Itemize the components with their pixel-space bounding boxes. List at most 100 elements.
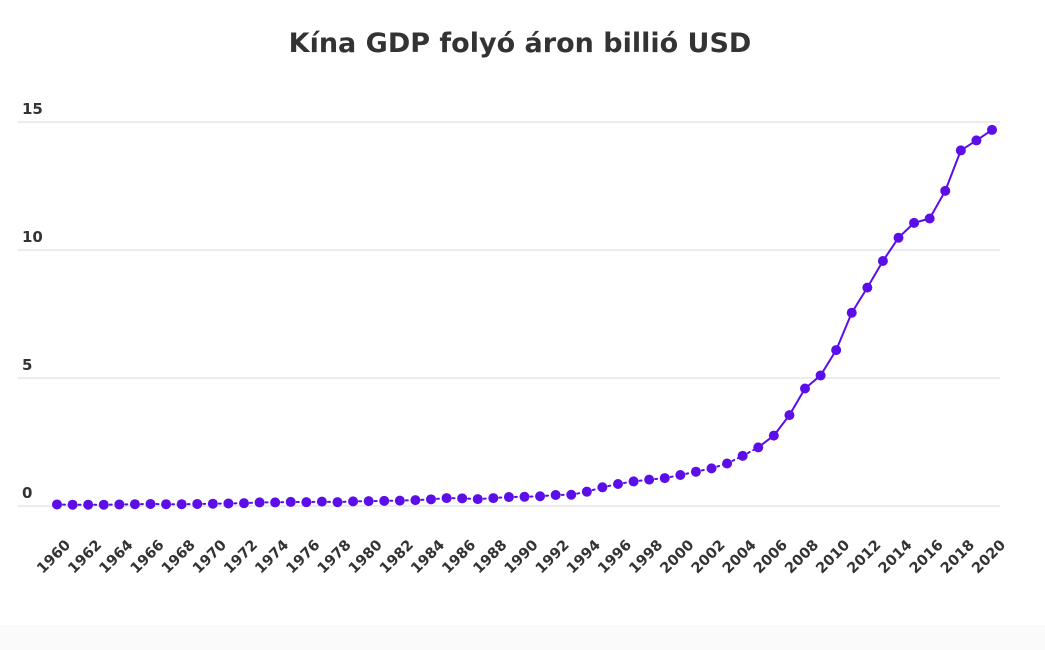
data-point[interactable] [613,478,623,489]
y-tick-label: 10 [22,228,43,246]
data-point[interactable] [987,124,997,135]
data-point[interactable] [971,135,982,146]
data-point[interactable] [161,499,172,510]
data-point[interactable] [285,496,296,507]
data-point[interactable] [394,495,405,506]
data-point[interactable] [893,232,904,243]
data-point[interactable] [940,185,951,196]
data-point[interactable] [207,498,218,509]
x-tick-label: 1962 [65,537,105,577]
data-point[interactable] [784,410,795,421]
y-tick-label: 15 [22,100,43,118]
data-point[interactable] [753,442,764,453]
x-axis-ticks: 1960196219641966196819701972197419761978… [34,537,1009,577]
data-point[interactable] [270,497,281,508]
x-tick-label: 2012 [845,537,885,577]
x-tick-label: 2010 [813,537,853,577]
x-tick-label: 2018 [938,537,978,577]
data-point[interactable] [301,497,312,508]
series-segment [928,189,947,220]
y-tick-label: 5 [22,356,32,374]
x-tick-label: 1968 [159,537,199,577]
data-point[interactable] [145,498,156,509]
series-segment [835,311,853,352]
data-point[interactable] [472,494,483,505]
data-point[interactable] [519,491,530,502]
data-point[interactable] [488,493,499,504]
series-segment [944,149,962,192]
data-point[interactable] [52,499,62,510]
data-point[interactable] [98,499,109,510]
data-point[interactable] [176,499,187,510]
x-tick-label: 2008 [782,537,822,577]
data-point[interactable] [846,307,857,318]
data-point[interactable] [332,497,343,508]
y-axis-ticks: 0 5 10 15 [22,100,43,502]
data-point[interactable] [457,493,468,504]
x-tick-label: 1964 [97,537,137,577]
data-point[interactable] [909,217,920,228]
series-segment [788,387,806,417]
data-point[interactable] [426,494,436,505]
data-point[interactable] [924,213,935,224]
x-tick-label: 2006 [751,537,791,577]
data-point[interactable] [239,498,249,509]
data-point[interactable] [535,491,546,502]
chart-title: Kína GDP folyó áron billió USD [288,28,752,59]
data-point[interactable] [675,470,686,481]
data-point[interactable] [659,473,670,484]
x-tick-label: 2004 [720,537,760,577]
data-point[interactable] [566,489,577,500]
data-point[interactable] [581,486,592,497]
data-point[interactable] [862,282,873,293]
data-point[interactable] [379,495,390,506]
x-tick-label: 1960 [34,537,74,577]
data-point[interactable] [706,463,717,474]
x-tick-label: 1976 [284,537,324,577]
x-tick-label: 1984 [408,537,448,577]
x-tick-label: 1982 [377,537,417,577]
series-segment [866,260,884,289]
data-point[interactable] [67,499,78,510]
x-tick-label: 1966 [128,537,168,577]
x-tick-label: 1970 [190,537,230,577]
data-point[interactable] [722,458,733,469]
data-point[interactable] [815,370,826,381]
data-point[interactable] [316,496,327,507]
x-tick-label: 2014 [876,537,916,577]
data-point[interactable] [223,498,234,509]
x-tick-label: 1980 [346,537,386,577]
data-point[interactable] [597,482,608,493]
data-point[interactable] [363,496,374,507]
x-tick-label: 1994 [564,537,604,577]
data-point[interactable] [254,497,265,508]
x-tick-label: 2020 [969,537,1009,577]
data-point[interactable] [114,499,125,510]
data-point[interactable] [550,489,561,500]
data-point[interactable] [737,450,748,461]
data-point[interactable] [441,493,452,504]
x-tick-label: 1988 [471,537,511,577]
data-point[interactable] [348,496,359,507]
data-point[interactable] [628,476,639,487]
data-point[interactable] [83,499,94,510]
data-point[interactable] [192,498,203,509]
x-tick-label: 1986 [439,537,479,577]
x-tick-label: 1992 [533,537,573,577]
data-point[interactable] [129,499,140,510]
data-point[interactable] [768,430,779,441]
data-point[interactable] [800,383,810,394]
x-tick-label: 1998 [626,537,666,577]
x-tick-label: 1972 [221,537,261,577]
data-point[interactable] [831,345,842,356]
data-point[interactable] [877,256,888,267]
data-point[interactable] [644,474,655,485]
x-tick-label: 1978 [315,537,355,577]
chart-card [0,0,1045,625]
data-point[interactable] [410,495,421,506]
data-point[interactable] [955,145,966,156]
x-tick-label: 1974 [252,537,292,577]
data-point[interactable] [690,466,701,477]
data-point[interactable] [503,492,514,503]
